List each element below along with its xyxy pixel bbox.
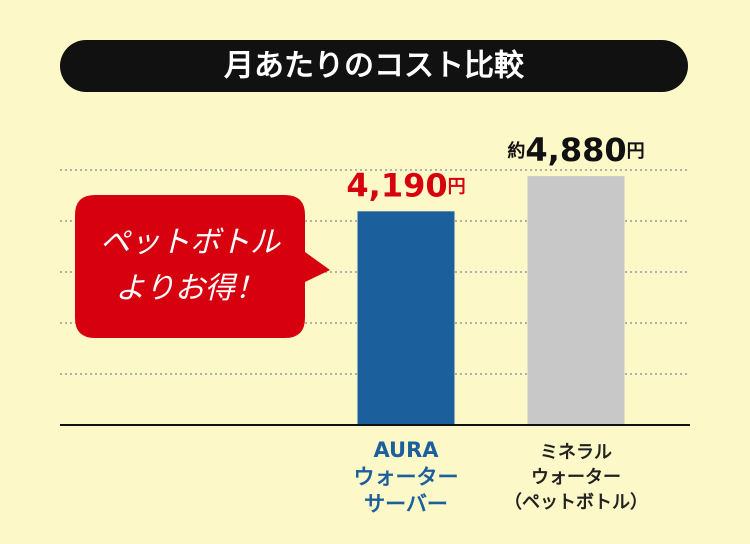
- bar: [357, 211, 455, 425]
- bar: [527, 176, 625, 425]
- text-line: よりお得！: [115, 271, 264, 306]
- text-line: ウォーター: [354, 465, 459, 489]
- speech-bubble: [75, 195, 330, 338]
- x-tick-label: ミネラルウォーター （ペットボトル）: [504, 442, 648, 513]
- text-line: サーバー: [364, 492, 448, 516]
- text-line: ウォーター: [531, 467, 621, 488]
- value-label: 4,190円: [346, 166, 465, 204]
- chart-title: 月あたりのコスト比較: [224, 49, 525, 84]
- text-line: ペットボトル: [100, 225, 281, 260]
- value-label: 約4,880円: [507, 131, 644, 169]
- text-line: ミネラル: [540, 442, 612, 463]
- x-tick-label: AURA ウォーターサーバー: [354, 438, 459, 516]
- value-label-part: 約: [507, 140, 525, 162]
- text-line: AURA: [373, 438, 439, 462]
- annotation: ペットボトルよりお得！: [100, 225, 281, 306]
- title-pill: [60, 40, 688, 92]
- value-label-part: 4,880: [525, 131, 626, 169]
- value-label-part: 円: [627, 141, 645, 162]
- value-label-part: 4,190: [346, 166, 447, 204]
- value-label-part: 円: [448, 176, 466, 197]
- text-line: （ペットボトル）: [504, 492, 648, 513]
